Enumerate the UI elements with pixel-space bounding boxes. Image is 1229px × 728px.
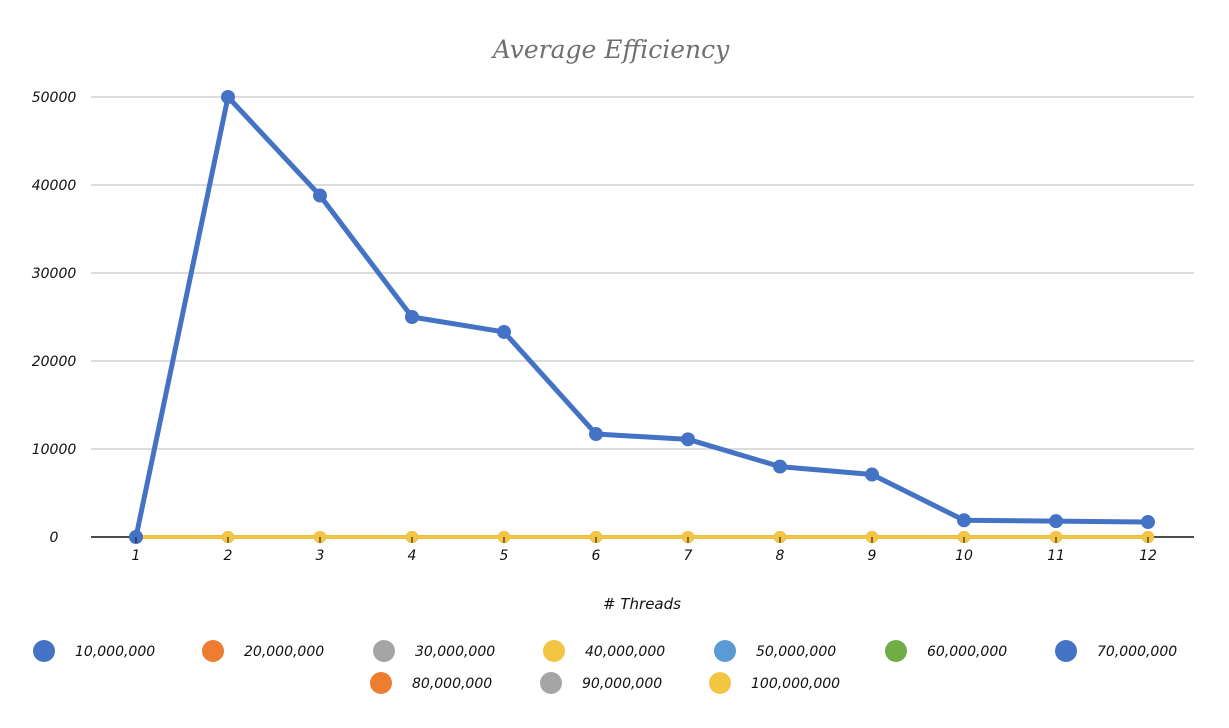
- y-tick-label: 0: [50, 530, 59, 546]
- legend-label: 90,000,000: [582, 676, 662, 692]
- data-point: [313, 188, 327, 203]
- x-tick-label: 2: [224, 548, 233, 564]
- legend-label: 80,000,000: [412, 676, 492, 692]
- x-tick-label: 6: [592, 548, 601, 564]
- legend-label: 60,000,000: [927, 644, 1007, 660]
- x-tick-label: 1: [132, 548, 141, 564]
- legend-marker: [885, 640, 907, 662]
- y-tick-label: 40000: [32, 178, 77, 194]
- x-tick-label: 5: [500, 548, 509, 564]
- legend-label: 30,000,000: [415, 644, 495, 660]
- x-tick-label: 12: [1139, 548, 1157, 564]
- legend-label: 70,000,000: [1097, 644, 1177, 660]
- data-point: [773, 459, 787, 474]
- chart-title: Average Efficiency: [491, 35, 730, 64]
- x-tick-label: 9: [868, 548, 877, 564]
- legend-label: 50,000,000: [756, 644, 836, 660]
- data-point: [681, 432, 695, 447]
- series-line: [133, 94, 1151, 540]
- y-tick-label: 20000: [32, 354, 77, 370]
- legend-label: 40,000,000: [585, 644, 665, 660]
- y-tick-label: 10000: [32, 442, 77, 458]
- data-point: [957, 513, 971, 528]
- x-tick-label: 4: [408, 548, 417, 564]
- x-tick-label: 7: [684, 548, 693, 564]
- x-axis-label: # Threads: [603, 595, 681, 613]
- data-point: [221, 90, 235, 104]
- y-tick-label: 50000: [32, 90, 77, 106]
- data-point: [865, 467, 879, 482]
- legend-marker: [370, 672, 392, 694]
- legend-marker: [202, 640, 224, 662]
- y-tick-label: 30000: [32, 266, 77, 282]
- legend: 10,000,000 20,000,000 30,000,000 40,000,000…: [33, 640, 1177, 694]
- data-point: [497, 324, 511, 339]
- x-tick-label: 10: [955, 548, 973, 564]
- x-tick-label: 8: [776, 548, 785, 564]
- legend-marker: [543, 640, 565, 662]
- data-point: [589, 427, 603, 442]
- legend-marker: [373, 640, 395, 662]
- legend-marker: [1055, 640, 1077, 662]
- legend-marker: [709, 672, 731, 694]
- x-tick-label: 3: [316, 548, 325, 564]
- legend-label: 10,000,000: [75, 644, 155, 660]
- x-tick-label: 11: [1047, 548, 1065, 564]
- data-point: [1049, 514, 1063, 529]
- series-layer: [129, 90, 1155, 544]
- data-point: [405, 310, 419, 324]
- legend-label: 20,000,000: [244, 644, 324, 660]
- legend-label: 100,000,000: [751, 676, 840, 692]
- legend-marker: [714, 640, 736, 662]
- legend-marker: [33, 640, 55, 662]
- legend-marker: [540, 672, 562, 694]
- grid-layer: [91, 96, 1194, 538]
- data-point: [1141, 515, 1155, 530]
